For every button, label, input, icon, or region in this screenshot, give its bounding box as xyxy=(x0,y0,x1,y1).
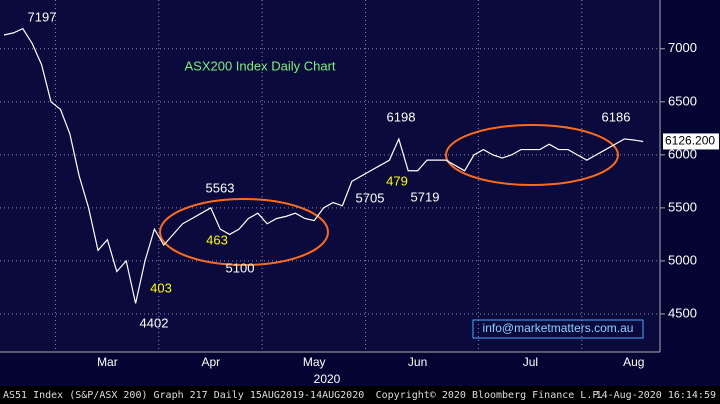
x-tick-label: Aug xyxy=(623,355,644,369)
x-tick-label: Jul xyxy=(523,355,538,369)
chart-title: ASX200 Index Daily Chart xyxy=(184,58,335,73)
annotation: 5100 xyxy=(226,260,255,275)
annotation: 6186 xyxy=(602,109,631,124)
footer-right: 14-Aug-2020 16:14:59 xyxy=(596,390,716,401)
y-tick-label: 6500 xyxy=(668,93,697,108)
last-price-box xyxy=(663,133,719,150)
last-price-label: 6126.200 xyxy=(665,134,715,148)
year-label: 2020 xyxy=(314,372,341,386)
annotation: 7197 xyxy=(28,9,57,24)
annotation: 5719 xyxy=(411,189,440,204)
footer-bar xyxy=(0,386,720,404)
x-tick-label: Jun xyxy=(408,355,427,369)
highlight-ellipse xyxy=(159,198,329,266)
footer-left: AS51 Index (S&P/ASX 200) Graph 217 Daily… xyxy=(3,390,364,401)
highlight-ellipse xyxy=(445,124,619,186)
annotation: 4402 xyxy=(140,315,169,330)
plot-area xyxy=(0,0,660,352)
y-tick-label: 5000 xyxy=(668,252,697,267)
annotation: 479 xyxy=(386,173,408,188)
annotation: 403 xyxy=(150,280,172,295)
annotation: 6198 xyxy=(387,109,416,124)
y-tick-label: 5500 xyxy=(668,199,697,214)
x-tick-label: May xyxy=(303,355,326,369)
watermark: info@marketmatters.com.au xyxy=(483,321,634,335)
watermark-box xyxy=(472,319,644,339)
price-line xyxy=(3,27,644,304)
x-tick-label: Mar xyxy=(97,355,118,369)
y-tick-label: 7000 xyxy=(668,40,697,55)
annotation: 463 xyxy=(206,232,228,247)
x-tick-label: Apr xyxy=(201,355,220,369)
y-tick-label: 4500 xyxy=(668,305,697,320)
y-tick-label: 6000 xyxy=(668,146,697,161)
annotation: 5563 xyxy=(206,180,235,195)
footer-center: Copyright© 2020 Bloomberg Finance L.P. xyxy=(376,390,605,401)
annotation: 5705 xyxy=(356,190,385,205)
